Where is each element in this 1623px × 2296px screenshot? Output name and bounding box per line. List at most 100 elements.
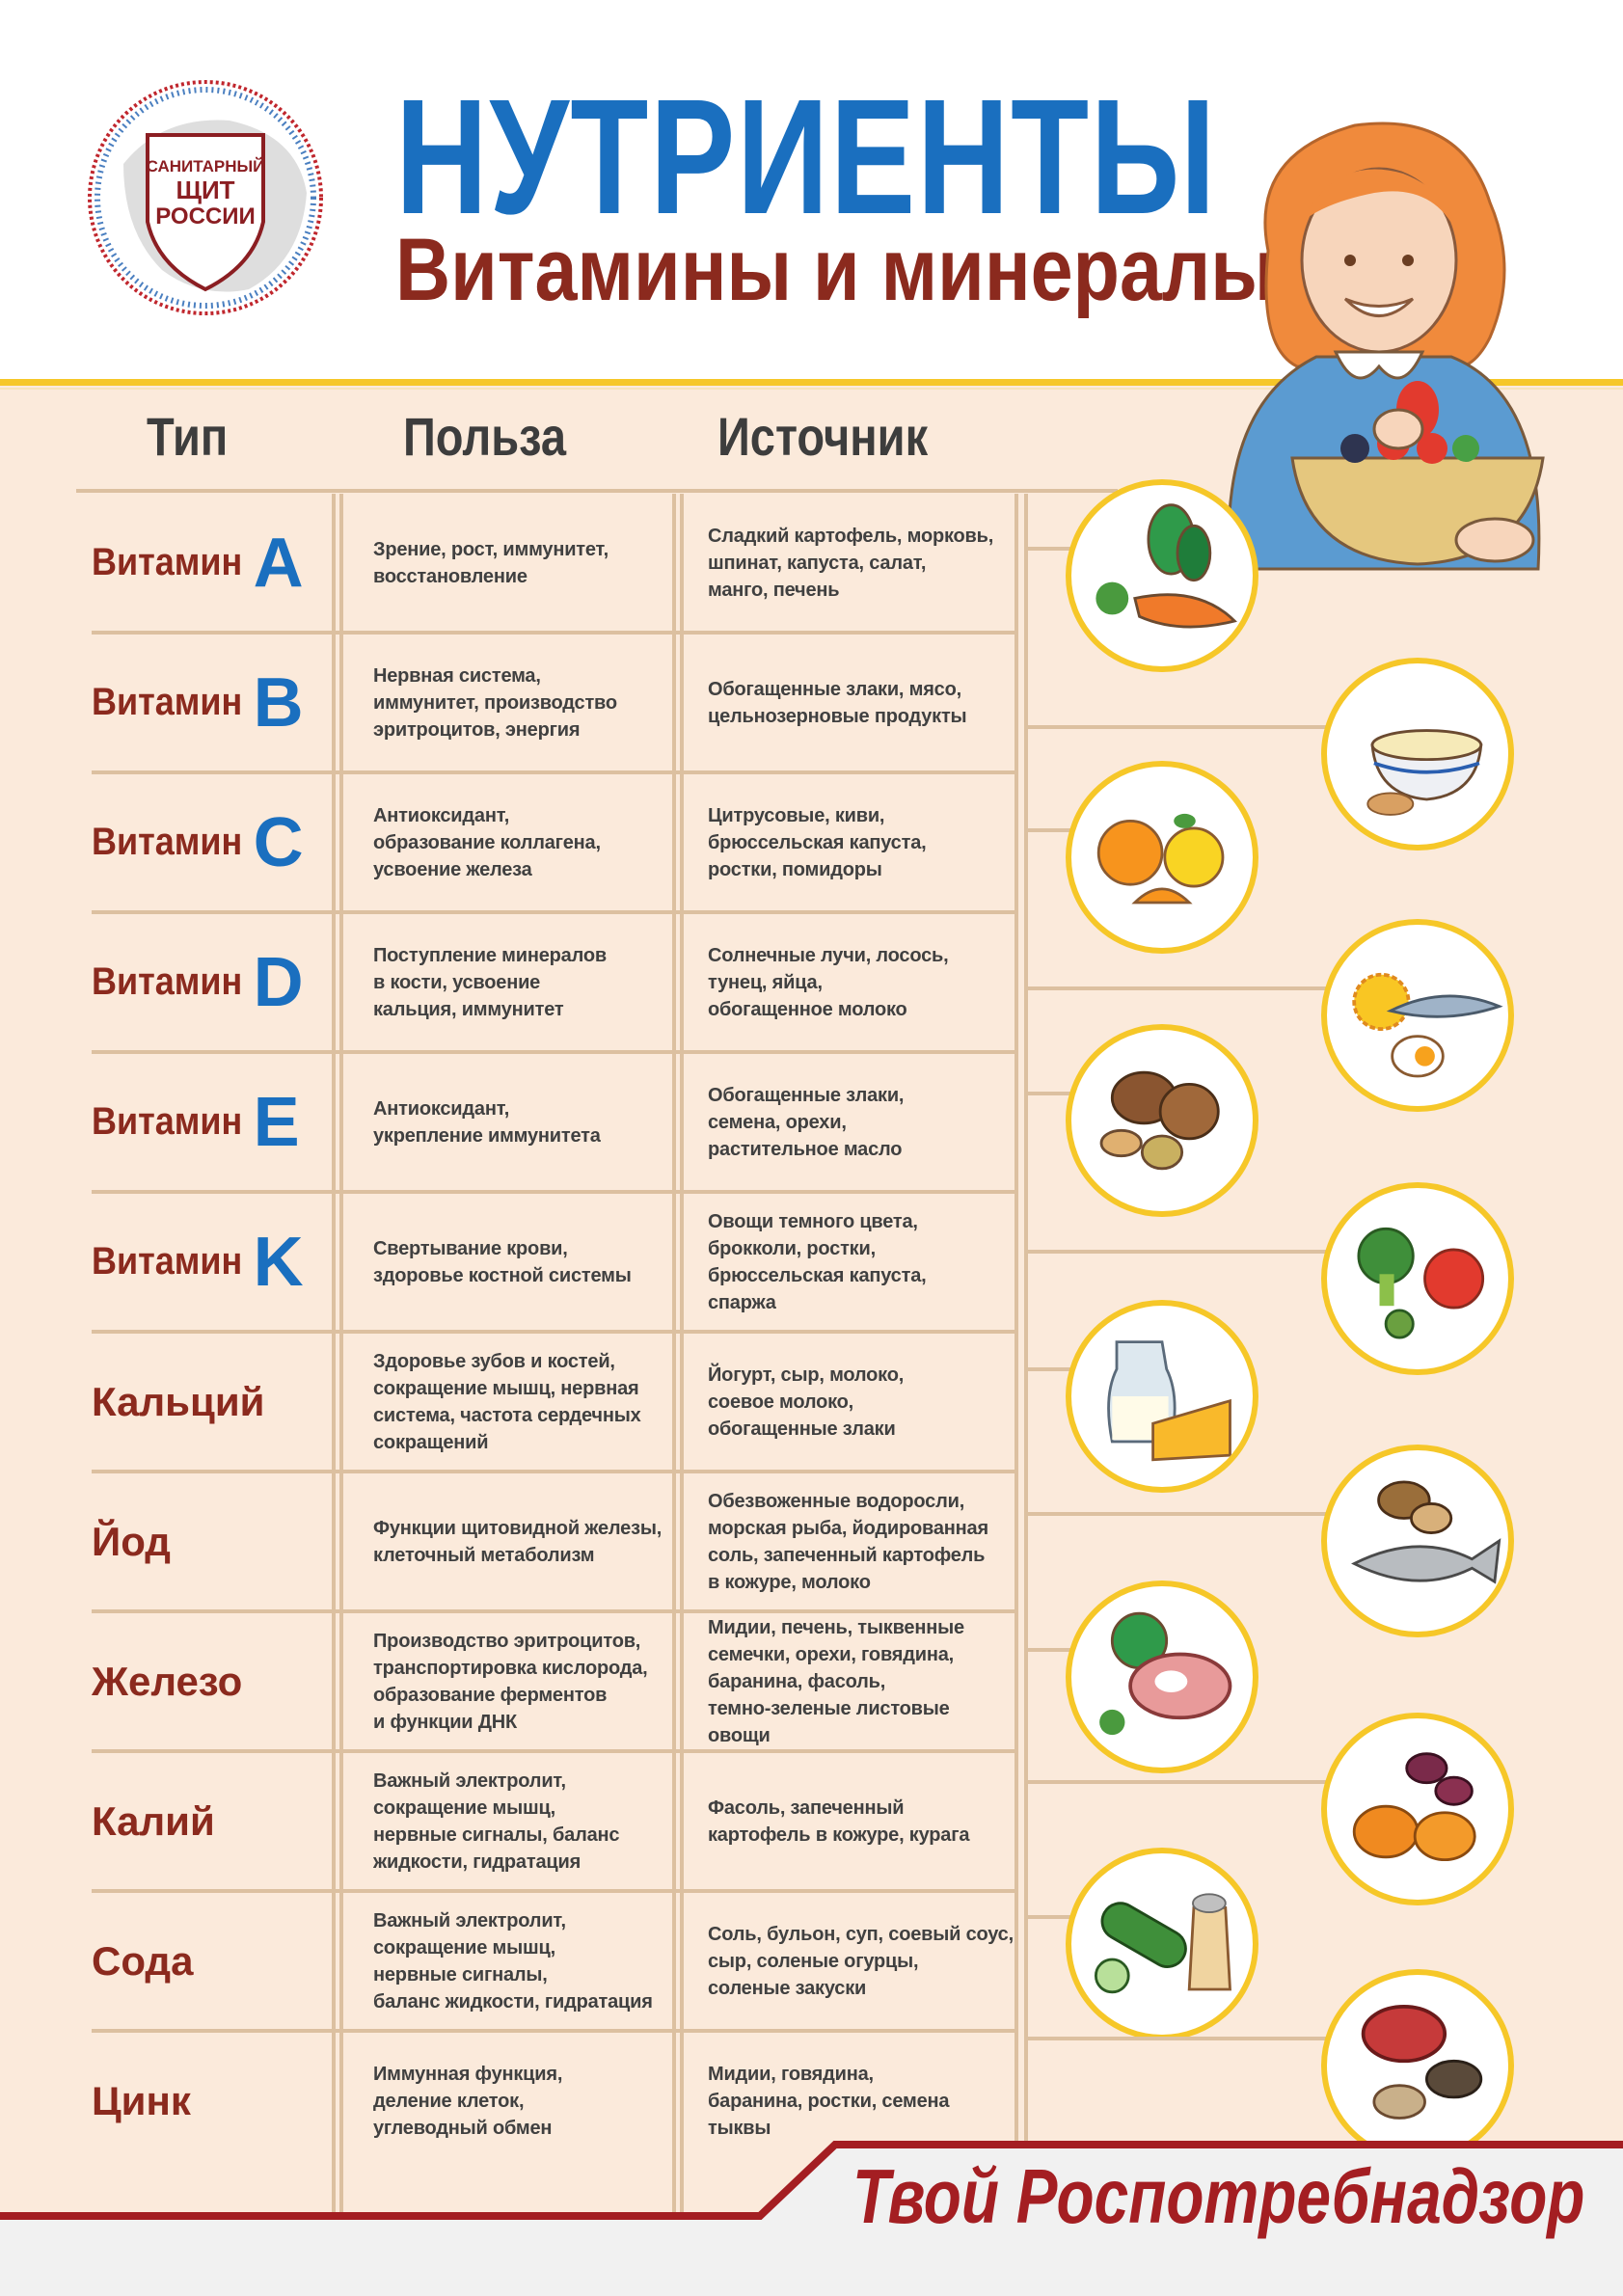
source-cell: Солнечные лучи, лосось, тунец, яйца, обо…: [708, 912, 1014, 1052]
type-cell: Витамин K: [92, 1192, 333, 1332]
benefit-text: Зрение, рост, иммунитет, восстановление: [373, 538, 609, 587]
row-divider: [92, 1050, 1015, 1054]
row-divider: [92, 910, 1015, 914]
beans-apricot-icon: [1321, 1713, 1514, 1905]
benefit-text: Важный электролит, сокращение мышц, нерв…: [373, 1769, 620, 1873]
benefit-cell: Антиоксидант, образование коллагена, усв…: [373, 772, 672, 912]
source-text: Мидии, говядина, баранина, ростки, семен…: [708, 2063, 950, 2139]
source-text: Фасоль, запеченный картофель в кожуре, к…: [708, 1796, 970, 1846]
benefit-cell: Функции щитовидной железы, клеточный мет…: [373, 1472, 672, 1611]
connector-line: [1028, 1512, 1331, 1516]
benefit-text: Важный электролит, сокращение мышц, нерв…: [373, 1909, 653, 2012]
svg-text:ЩИТ: ЩИТ: [176, 176, 234, 204]
source-cell: Обогащенные злаки, мясо, цельнозерновые …: [708, 633, 1014, 772]
source-text: Соль, бульон, суп, соевый соус, сыр, сол…: [708, 1923, 1014, 1999]
cucumber-salt-icon: [1066, 1848, 1258, 2040]
row-divider: [92, 1190, 1015, 1194]
source-cell: Мидии, говядина, баранина, ростки, семен…: [708, 2031, 1014, 2171]
type-cell: Цинк: [92, 2031, 333, 2171]
benefit-text: Антиоксидант, укрепление иммунитета: [373, 1097, 601, 1147]
table-row: Железо Производство эритроцитов, транспо…: [0, 1611, 1022, 1751]
benefit-cell: Здоровье зубов и костей, сокращение мышц…: [373, 1332, 672, 1472]
page-subtitle: Витамины и минералы: [395, 221, 1276, 319]
benefit-text: Иммунная функция, деление клеток, углево…: [373, 2063, 563, 2139]
benefit-cell: Свертывание крови, здоровье костной сист…: [373, 1192, 672, 1332]
source-text: Цитрусовые, киви, брюссельская капуста, …: [708, 804, 927, 880]
source-text: Мидии, печень, тыквенные семечки, орехи,…: [708, 1616, 964, 1746]
svg-text:САНИТАРНЫЙ: САНИТАРНЫЙ: [147, 157, 265, 176]
row-divider: [92, 1749, 1015, 1753]
benefit-cell: Поступление минералов в кости, усвоение …: [373, 912, 672, 1052]
type-cell: Кальций: [92, 1332, 333, 1472]
connector-line: [1028, 2037, 1331, 2040]
benefit-cell: Нервная система, иммунитет, производство…: [373, 633, 672, 772]
type-label: Кальций: [92, 1378, 265, 1424]
table-row: Йод Функции щитовидной железы, клеточный…: [0, 1472, 1022, 1611]
connector-line: [1028, 1250, 1331, 1254]
source-text: Сладкий картофель, морковь, шпинат, капу…: [708, 525, 994, 601]
sanitary-shield-logo: САНИТАРНЫЙ ЩИТ РОССИИ: [88, 80, 323, 315]
benefit-text: Нервная система, иммунитет, производство…: [373, 664, 617, 741]
type-label: Калий: [92, 1797, 215, 1844]
source-text: Обогащенные злаки, мясо, цельнозерновые …: [708, 678, 967, 727]
type-label: Железо: [92, 1658, 243, 1704]
connector-line: [1028, 1092, 1075, 1095]
connector-line: [1028, 1915, 1075, 1919]
connector-line: [1028, 986, 1331, 990]
meat-greens-icon: [1066, 1580, 1258, 1773]
source-text: Обезвоженные водоросли, морская рыба, йо…: [708, 1490, 988, 1593]
type-label: Витамин: [92, 1240, 243, 1283]
table-row: Кальций Здоровье зубов и костей, сокраще…: [0, 1332, 1022, 1472]
page-title: НУТРИЕНТЫ: [395, 66, 1218, 249]
source-cell: Овощи темного цвета, брокколи, ростки, б…: [708, 1192, 1014, 1332]
row-divider: [92, 1889, 1015, 1893]
header-divider: [0, 379, 1623, 386]
benefit-text: Производство эритроцитов, транспортировк…: [373, 1630, 648, 1733]
vitamin-letter: E: [253, 1083, 300, 1161]
vitamin-letter: K: [253, 1223, 304, 1301]
row-divider: [92, 2029, 1015, 2033]
source-cell: Сладкий картофель, морковь, шпинат, капу…: [708, 493, 1014, 633]
broccoli-tomato-icon: [1321, 1182, 1514, 1375]
type-cell: Железо: [92, 1611, 333, 1751]
connector-line: [1028, 725, 1331, 729]
table-header-divider: [76, 489, 1118, 493]
vitamin-letter: D: [253, 943, 304, 1021]
type-cell: Витамин E: [92, 1052, 333, 1192]
citrus-icon: [1066, 761, 1258, 954]
source-text: Обогащенные злаки, семена, орехи, растит…: [708, 1084, 905, 1160]
vitamin-letter: B: [253, 663, 304, 742]
column-header-source: Источник: [717, 406, 929, 467]
benefit-text: Функции щитовидной железы, клеточный мет…: [373, 1517, 663, 1566]
benefit-cell: Антиоксидант, укрепление иммунитета: [373, 1052, 672, 1192]
type-cell: Калий: [92, 1751, 333, 1891]
type-label: Витамин: [92, 821, 243, 863]
row-divider: [92, 1330, 1015, 1334]
table-row: Витамин K Свертывание крови, здоровье кос…: [0, 1192, 1022, 1332]
type-cell: Витамин D: [92, 912, 333, 1052]
benefit-text: Антиоксидант, образование коллагена, усв…: [373, 804, 601, 880]
type-label: Цинк: [92, 2077, 191, 2123]
table-row: Витамин B Нервная система, иммунитет, про…: [0, 633, 1022, 772]
row-divider: [92, 631, 1015, 635]
header-divider-thin: [0, 388, 1623, 390]
column-header-benefit: Польза: [403, 406, 567, 467]
nuts-icon: [1066, 1024, 1258, 1217]
column-divider: [332, 494, 336, 2220]
column-divider: [1024, 494, 1028, 2220]
source-cell: Мидии, печень, тыквенные семечки, орехи,…: [708, 1611, 1014, 1751]
fish-potato-icon: [1321, 1445, 1514, 1637]
table-row: Витамин C Антиоксидант, образование колла…: [0, 772, 1022, 912]
row-divider: [92, 1609, 1015, 1613]
type-label: Витамин: [92, 960, 243, 1003]
source-cell: Йогурт, сыр, молоко, соевое молоко, обог…: [708, 1332, 1014, 1472]
source-text: Йогурт, сыр, молоко, соевое молоко, обог…: [708, 1364, 905, 1440]
type-cell: Витамин C: [92, 772, 333, 912]
source-cell: Обезвоженные водоросли, морская рыба, йо…: [708, 1472, 1014, 1611]
type-label: Йод: [92, 1518, 171, 1564]
column-divider: [680, 494, 684, 2220]
column-divider: [672, 494, 676, 2220]
connector-line: [1028, 828, 1075, 832]
type-label: Витамин: [92, 541, 243, 583]
source-cell: Цитрусовые, киви, брюссельская капуста, …: [708, 772, 1014, 912]
